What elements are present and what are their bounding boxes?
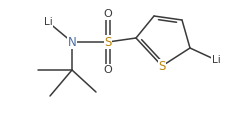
Text: O: O — [104, 9, 112, 19]
Text: N: N — [68, 36, 76, 48]
Text: S: S — [158, 60, 166, 72]
Text: O: O — [104, 65, 112, 75]
Text: Li: Li — [44, 17, 52, 27]
Text: S: S — [104, 36, 112, 48]
Text: Li: Li — [212, 55, 220, 65]
